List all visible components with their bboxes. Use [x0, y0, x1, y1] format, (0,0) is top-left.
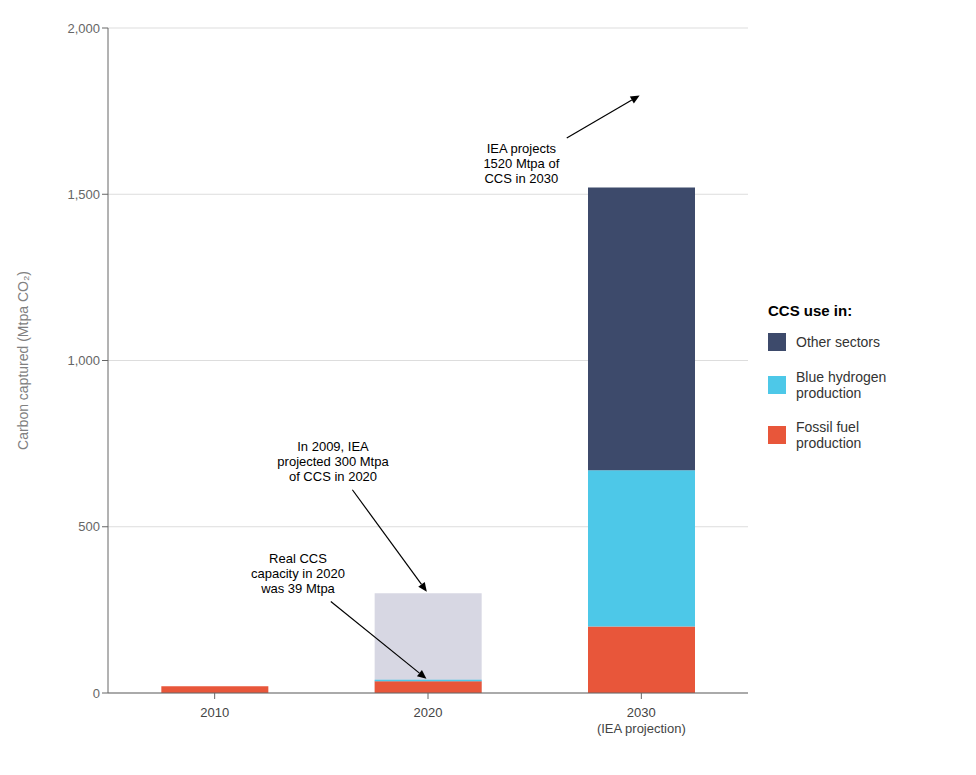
svg-text:0: 0 [93, 686, 100, 701]
html-text:Fossil fuel production: Fossil fuel production [796, 419, 862, 451]
svg-text:2,000: 2,000 [67, 21, 100, 36]
html-text:Other sectors: Other sectors [796, 334, 880, 350]
html-text:Blue hydrogen production: Blue hydrogen production [796, 369, 887, 401]
svg-text:Carbon captured (Mtpa CO₂): Carbon captured (Mtpa CO₂) [15, 271, 31, 450]
svg-text:IEA projects1520 Mtpa ofCCS in: IEA projects1520 Mtpa ofCCS in 2030 [483, 141, 559, 186]
svg-text:In 2009, IEAprojected 300 Mtpa: In 2009, IEAprojected 300 Mtpaof CCS in … [277, 440, 389, 485]
html-text:CCS use in:: CCS use in: [768, 302, 853, 319]
svg-text:1,500: 1,500 [67, 187, 100, 202]
svg-text:2020: 2020 [414, 705, 443, 720]
svg-text:Real CCScapacity in 2020was 39: Real CCScapacity in 2020was 39 Mtpa [251, 551, 345, 596]
svg-text:500: 500 [78, 519, 100, 534]
svg-text:1,000: 1,000 [67, 353, 100, 368]
svg-text:2010: 2010 [200, 705, 229, 720]
svg-text:2030(IEA projection): 2030(IEA projection) [597, 705, 686, 736]
